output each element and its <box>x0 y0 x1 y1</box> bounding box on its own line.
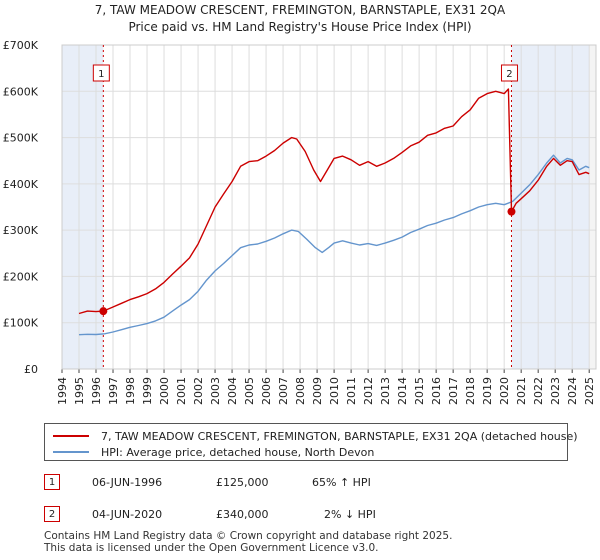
y-tick-label: £700K <box>3 39 39 52</box>
sale-date: 06-JUN-1996 <box>92 476 163 489</box>
sale-date: 04-JUN-2020 <box>92 508 163 521</box>
x-tick-label: 1997 <box>107 377 120 405</box>
plot-border <box>61 44 597 370</box>
x-tick-label: 2009 <box>311 377 324 405</box>
legend-item-hpi: HPI: Average price, detached house, Nort… <box>53 444 374 460</box>
x-tick-label: 2005 <box>243 377 256 405</box>
sale-number-badge: 1 <box>44 474 60 490</box>
x-tick-label: 2004 <box>226 377 239 405</box>
sale-point <box>99 307 108 316</box>
x-tick-label: 2000 <box>158 377 171 405</box>
x-tick-label: 2013 <box>379 377 392 405</box>
y-tick-label: £500K <box>3 132 39 145</box>
y-tick-label: £100K <box>3 317 39 330</box>
legend-item-property: 7, TAW MEADOW CRESCENT, FREMINGTON, BARN… <box>53 428 578 444</box>
footer-copyright: Contains HM Land Registry data © Crown c… <box>44 530 453 542</box>
legend: 7, TAW MEADOW CRESCENT, FREMINGTON, BARN… <box>44 423 578 461</box>
sale-label-box <box>92 64 110 82</box>
x-tick-label: 2008 <box>294 377 307 405</box>
series-line <box>78 88 590 315</box>
footer-licence: This data is licensed under the Open Gov… <box>44 542 379 554</box>
chart-subtitle: Price paid vs. HM Land Registry's House … <box>128 20 471 34</box>
x-tick-label: 2002 <box>192 377 205 405</box>
y-tick-label: £400K <box>3 178 39 191</box>
x-tick-label: 2020 <box>498 377 511 405</box>
sale-price: £125,000 <box>216 476 269 489</box>
y-tick-label: £300K <box>3 224 39 237</box>
footer: Contains HM Land Registry data © Crown c… <box>44 530 452 554</box>
sale-row: 2 04-JUN-2020 £340,000 2% ↓ HPI <box>44 506 444 524</box>
x-tick-label: 1995 <box>73 377 86 405</box>
y-tick-label: £0 <box>24 363 38 376</box>
x-tick-label: 2011 <box>345 377 358 405</box>
sale-label-box <box>500 64 518 82</box>
x-tick-label: 2010 <box>328 377 341 405</box>
sale-row: 1 06-JUN-1996 £125,000 65% ↑ HPI <box>44 474 444 492</box>
sale-point <box>507 207 516 216</box>
x-tick-label: 2021 <box>515 377 528 405</box>
y-tick-label: £200K <box>3 270 39 283</box>
legend-swatch-property <box>53 435 89 437</box>
y-tick-label: £600K <box>3 85 39 98</box>
x-tick-label: 2022 <box>532 377 545 405</box>
shade-band <box>511 45 596 369</box>
shade-band <box>62 45 104 369</box>
x-tick-label: 2003 <box>209 377 222 405</box>
x-tick-label: 2012 <box>362 377 375 405</box>
sale-label: 1 <box>98 69 104 80</box>
future-band <box>589 45 596 369</box>
x-tick-label: 1998 <box>124 377 137 405</box>
x-tick-label: 2018 <box>464 377 477 405</box>
sale-price: £340,000 <box>216 508 269 521</box>
legend-label-hpi: HPI: Average price, detached house, Nort… <box>101 445 375 459</box>
x-tick-label: 2015 <box>413 377 426 405</box>
x-tick-label: 2001 <box>175 377 188 405</box>
series-line <box>78 154 590 336</box>
chart: 7, TAW MEADOW CRESCENT, FREMINGTON, BARN… <box>3 3 597 405</box>
x-tick-label: 1994 <box>56 377 69 405</box>
x-tick-label: 2016 <box>430 377 443 405</box>
plot-area <box>62 45 596 369</box>
x-tick-label: 2024 <box>566 377 579 405</box>
sale-hpi-diff: 65% ↑ HPI <box>312 476 371 489</box>
x-tick-label: 2025 <box>583 377 596 405</box>
chart-title: 7, TAW MEADOW CRESCENT, FREMINGTON, BARN… <box>95 3 506 17</box>
sale-label: 2 <box>506 69 512 80</box>
x-tick-label: 2019 <box>481 377 494 405</box>
x-tick-label: 2007 <box>277 377 290 405</box>
legend-swatch-hpi <box>53 451 89 453</box>
sale-number-badge: 2 <box>44 506 60 522</box>
x-tick-label: 2006 <box>260 377 273 405</box>
legend-label-property: 7, TAW MEADOW CRESCENT, FREMINGTON, BARN… <box>101 429 578 443</box>
x-tick-label: 2023 <box>549 377 562 405</box>
x-tick-label: 2017 <box>447 377 460 405</box>
x-tick-label: 1996 <box>90 377 103 405</box>
sale-hpi-diff: 2% ↓ HPI <box>324 508 376 521</box>
x-tick-label: 2014 <box>396 377 409 405</box>
x-tick-label: 1999 <box>141 377 154 405</box>
